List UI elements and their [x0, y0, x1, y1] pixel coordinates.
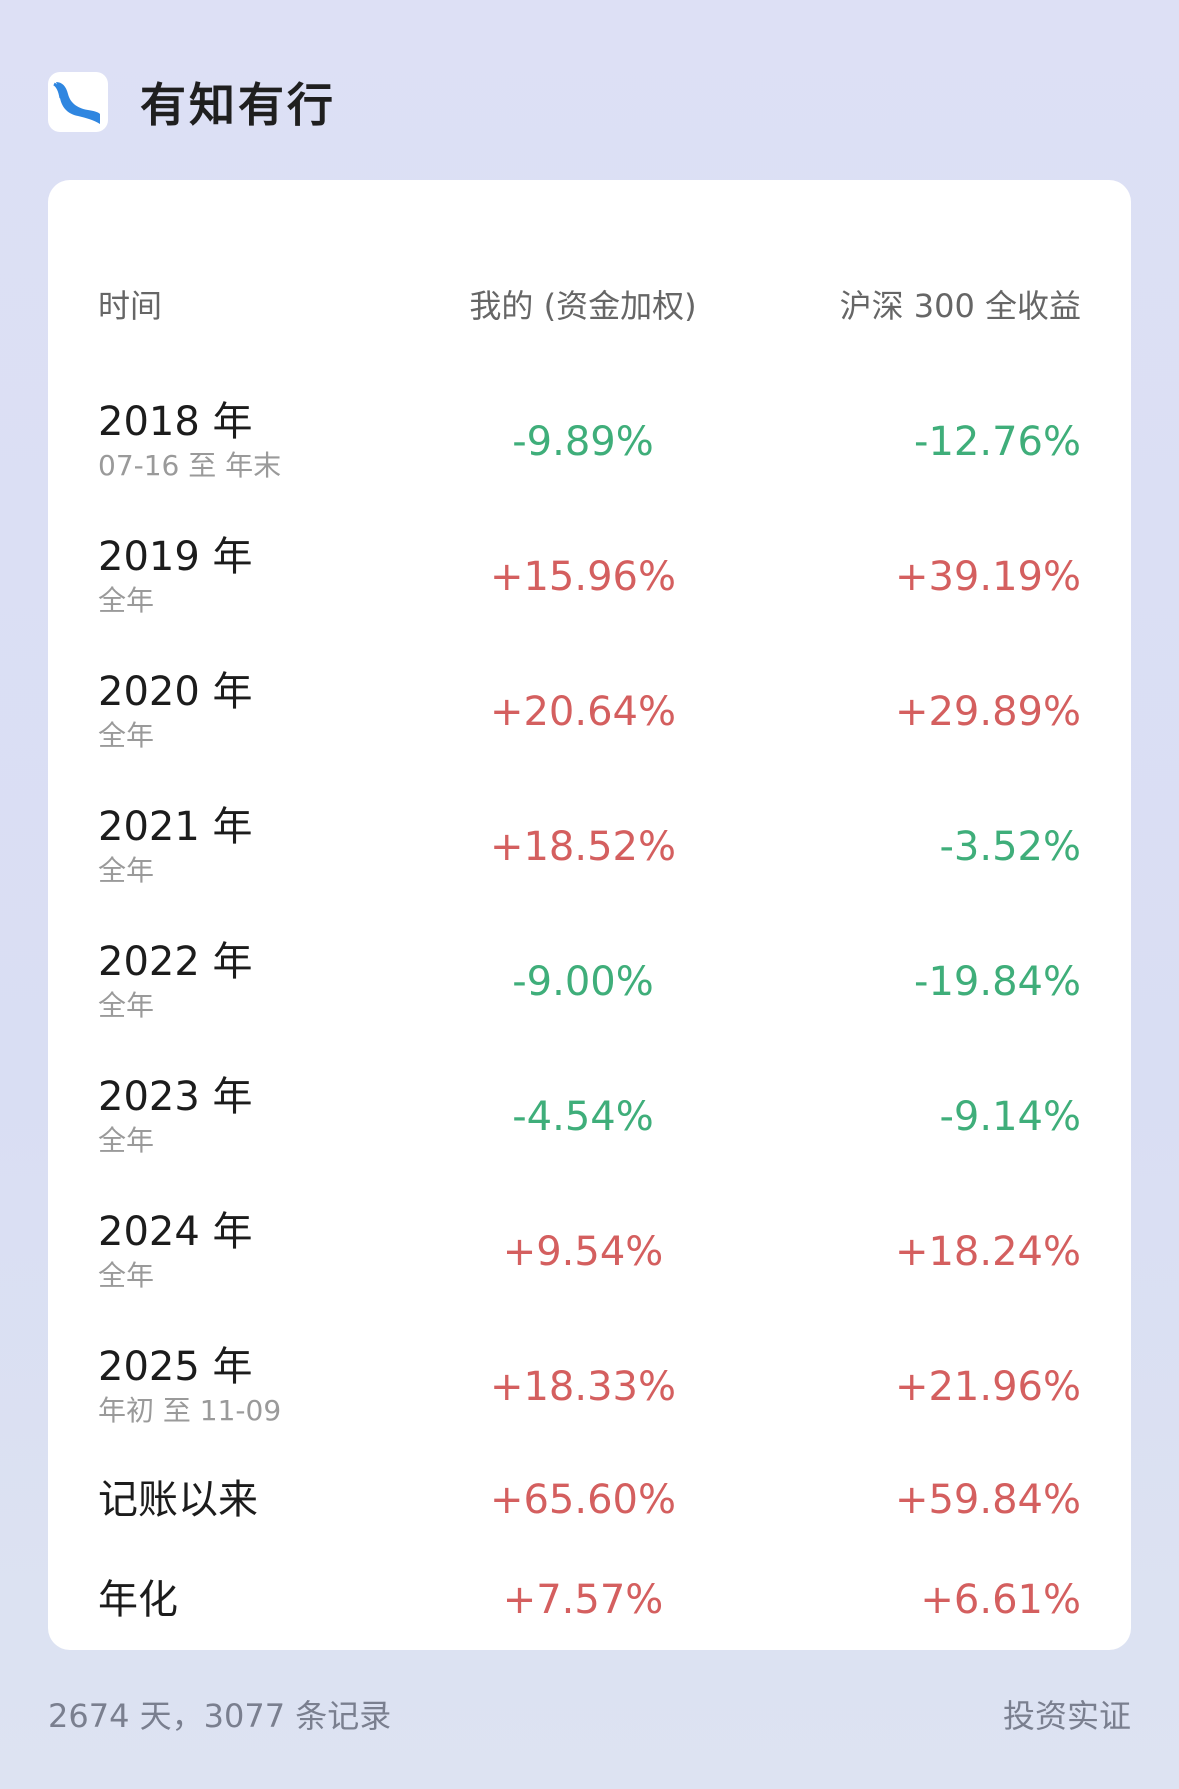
summary-mine-return: +7.57%: [502, 1577, 664, 1623]
row-index-return: -9.14%: [939, 1094, 1081, 1140]
row-index-return: +18.24%: [894, 1229, 1081, 1275]
row-index-return: -19.84%: [914, 959, 1081, 1005]
row-year: 2025 年: [98, 1344, 253, 1390]
row-index-return: +21.96%: [894, 1364, 1081, 1410]
app-title: 有知有行: [140, 78, 336, 132]
summary-row: 年化 +7.57% +6.61%: [48, 1580, 1131, 1690]
table-row: 2019 年全年 +15.96% +39.19%: [48, 537, 1131, 647]
row-mine-return: -9.00%: [512, 959, 654, 1005]
row-mine-return: +15.96%: [489, 554, 677, 600]
row-year: 2019 年: [98, 534, 253, 580]
table-row: 2022 年全年 -9.00% -19.84%: [48, 942, 1131, 1052]
table-row: 2025 年年初 至 11-09 +18.33% +21.96%: [48, 1347, 1131, 1457]
row-mine-return: +9.54%: [502, 1229, 664, 1275]
row-period: 全年: [98, 1124, 155, 1157]
table-row: 2024 年全年 +9.54% +18.24%: [48, 1212, 1131, 1322]
row-period: 全年: [98, 1259, 155, 1292]
record-stats: 2674 天，3077 条记录: [48, 1697, 392, 1735]
returns-card: 时间 我的 (资金加权) 沪深 300 全收益 2018 年 07-16 至 年末…: [48, 180, 1131, 1650]
summary-label: 记账以来: [98, 1477, 258, 1523]
row-year: 2023 年: [98, 1074, 253, 1120]
column-header-index: 沪深 300 全收益: [839, 287, 1081, 325]
summary-label: 年化: [98, 1577, 178, 1623]
row-mine-return: -9.89%: [512, 419, 654, 465]
row-period: 07-16 至 年末: [98, 449, 282, 482]
row-mine-return: -4.54%: [512, 1094, 654, 1140]
row-mine-return: +20.64%: [489, 689, 677, 735]
row-index-return: -12.76%: [914, 419, 1081, 465]
row-index-return: +39.19%: [894, 554, 1081, 600]
row-mine-return: +18.33%: [489, 1364, 677, 1410]
table-row: 2021 年全年 +18.52% -3.52%: [48, 807, 1131, 917]
row-year: 2020 年: [98, 669, 253, 715]
column-header-mine: 我的 (资金加权): [469, 287, 697, 325]
row-year: 2022 年: [98, 939, 253, 985]
row-period: 年初 至 11-09: [98, 1394, 282, 1427]
row-period: 全年: [98, 584, 155, 617]
row-year: 2021 年: [98, 804, 253, 850]
row-period: 全年: [98, 719, 155, 752]
row-index-return: -3.52%: [939, 824, 1081, 870]
row-mine-return: +18.52%: [489, 824, 677, 870]
summary-index-return: +6.61%: [920, 1577, 1081, 1623]
summary-row: 记账以来 +65.60% +59.84%: [48, 1480, 1131, 1590]
column-header-time: 时间: [98, 287, 163, 325]
row-period: 全年: [98, 989, 155, 1022]
row-period: 全年: [98, 854, 155, 887]
footer-tagline: 投资实证: [1002, 1697, 1131, 1735]
row-index-return: +29.89%: [894, 689, 1081, 735]
table-row: 2020 年全年 +20.64% +29.89%: [48, 672, 1131, 782]
river-logo-icon: [48, 72, 108, 132]
summary-mine-return: +65.60%: [489, 1477, 677, 1523]
table-row: 2018 年 07-16 至 年末 -9.89% -12.76%: [48, 402, 1131, 512]
row-year: 2024 年: [98, 1209, 253, 1255]
app-header: 有知有行: [48, 72, 336, 132]
table-row: 2023 年全年 -4.54% -9.14%: [48, 1077, 1131, 1187]
summary-index-return: +59.84%: [894, 1477, 1081, 1523]
row-year: 2018 年: [98, 399, 253, 445]
